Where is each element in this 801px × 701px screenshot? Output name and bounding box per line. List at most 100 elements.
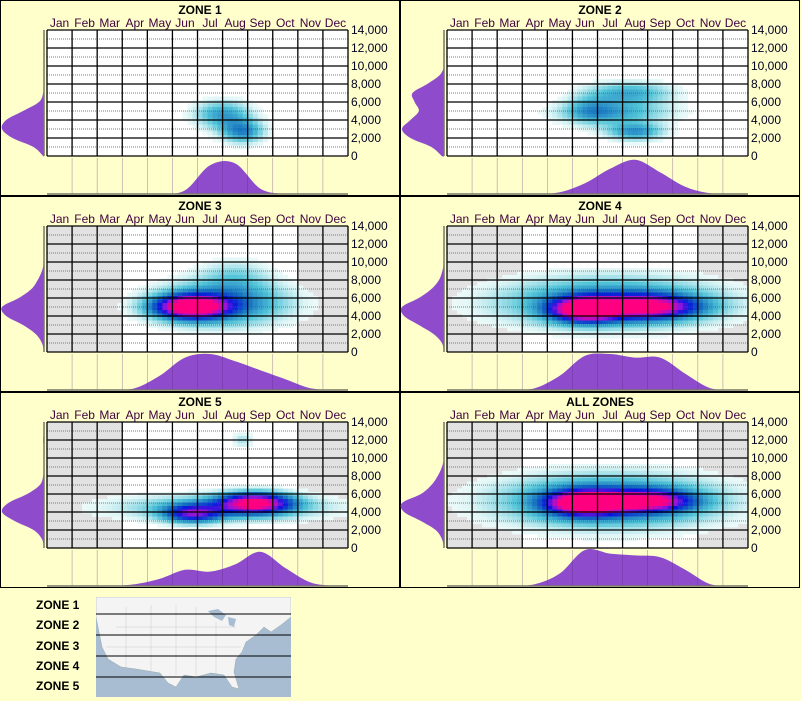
heatmap-cell [217, 268, 223, 272]
heatmap-cell [227, 499, 234, 503]
heatmap-cell [722, 324, 729, 328]
heatmap-cell [602, 495, 608, 500]
heatmap-cell [242, 135, 249, 139]
heatmap-cell [237, 443, 244, 447]
heatmap-cell [627, 285, 634, 290]
heatmap-cell [152, 306, 158, 311]
heatmap-cell [637, 495, 644, 500]
heatmap-cell [192, 527, 198, 531]
heatmap-cell [592, 331, 598, 335]
heatmap-cell [642, 527, 649, 531]
heatmap-cell [502, 478, 508, 482]
heatmap-cell [657, 324, 664, 328]
heatmap-cell [207, 506, 213, 510]
heatmap-cell [557, 513, 563, 517]
heatmap-cell [647, 107, 654, 111]
heatmap-cell [647, 110, 654, 115]
heatmap-cell [167, 324, 173, 328]
heatmap-cell [217, 110, 223, 115]
heatmap-cell [727, 317, 734, 321]
heatmap-cell [157, 317, 163, 321]
heatmap-cell [607, 467, 613, 472]
heatmap-cell [462, 513, 468, 517]
heatmap-cell [567, 467, 573, 472]
heatmap-cell [282, 488, 289, 493]
heatmap-cell [262, 303, 269, 307]
heatmap-cell [632, 467, 639, 472]
heatmap-cell [272, 499, 279, 503]
heatmap-cell [467, 499, 473, 503]
heatmap-cell [122, 502, 128, 507]
heatmap-cell [597, 135, 603, 139]
heatmap-cell [302, 306, 309, 311]
y-tick-label: 6,000 [351, 95, 381, 109]
zone-boundaries [96, 613, 291, 678]
heatmap-cell [652, 471, 659, 475]
heatmap-cell [612, 114, 618, 118]
heatmap-cell [672, 523, 679, 528]
heatmap-cell [557, 334, 563, 339]
heatmap-cell [187, 331, 193, 335]
heatmap-cell [237, 282, 244, 286]
heatmap-cell [197, 516, 203, 521]
heatmap-cell [247, 289, 254, 293]
heatmap-cell [502, 502, 508, 507]
heatmap-cell [172, 292, 178, 297]
heatmap-cell [207, 495, 213, 500]
heatmap-cell [657, 282, 664, 286]
heatmap-cell [647, 320, 654, 325]
heatmap-cell [247, 138, 254, 143]
heatmap-cell [617, 471, 623, 475]
panel-title: ZONE 1 [178, 3, 222, 17]
heatmap-cell [592, 485, 598, 489]
heatmap-cell [192, 275, 198, 279]
heatmap-cell [672, 285, 679, 290]
heatmap-cell [532, 499, 538, 503]
heatmap-cell [332, 513, 339, 517]
heatmap-cell [212, 495, 218, 500]
heatmap-cell [647, 530, 654, 535]
heatmap-cell [312, 506, 319, 510]
heatmap-cell [192, 121, 198, 125]
heatmap-cell [197, 520, 203, 524]
heatmap-cell [602, 327, 608, 332]
heatmap-cell [702, 506, 709, 510]
heatmap-cell [457, 506, 463, 510]
heatmap-cell [477, 481, 483, 486]
heatmap-cell [627, 320, 634, 325]
heatmap-cell [627, 135, 634, 139]
heatmap-cell [602, 103, 608, 108]
heatmap-cell [487, 478, 493, 482]
heatmap-cell [212, 516, 218, 521]
heatmap-cell [627, 292, 634, 297]
heatmap-cell [567, 303, 573, 307]
heatmap-cell [512, 527, 518, 531]
heatmap-cell [242, 439, 249, 444]
heatmap-cell [237, 306, 244, 311]
heatmap-cell [732, 513, 739, 517]
heatmap-cell [607, 107, 613, 111]
heatmap-cell [507, 306, 513, 311]
heatmap-cell [577, 506, 583, 510]
heatmap-cell [627, 79, 634, 83]
heatmap-cell [697, 324, 704, 328]
heatmap-cell [607, 121, 613, 125]
heatmap-cell [712, 495, 719, 500]
heatmap-cell [192, 520, 198, 524]
heatmap-cell [197, 306, 203, 311]
heatmap-cell [622, 506, 628, 510]
heatmap-cell [252, 331, 259, 335]
heatmap-cell [642, 124, 649, 129]
heatmap-cell [637, 471, 644, 475]
heatmap-cell [527, 289, 533, 293]
month-label: Jul [602, 212, 617, 226]
heatmap-cell [102, 506, 108, 510]
heatmap-cell [177, 306, 183, 311]
heatmap-cell [712, 299, 719, 304]
heatmap-cell [652, 327, 659, 332]
y-tick-label: 0 [751, 149, 758, 163]
heatmap-cell [727, 485, 734, 489]
heatmap-cell [687, 285, 694, 290]
y-tick-label: 12,000 [751, 237, 788, 251]
heatmap-cell [687, 481, 694, 486]
